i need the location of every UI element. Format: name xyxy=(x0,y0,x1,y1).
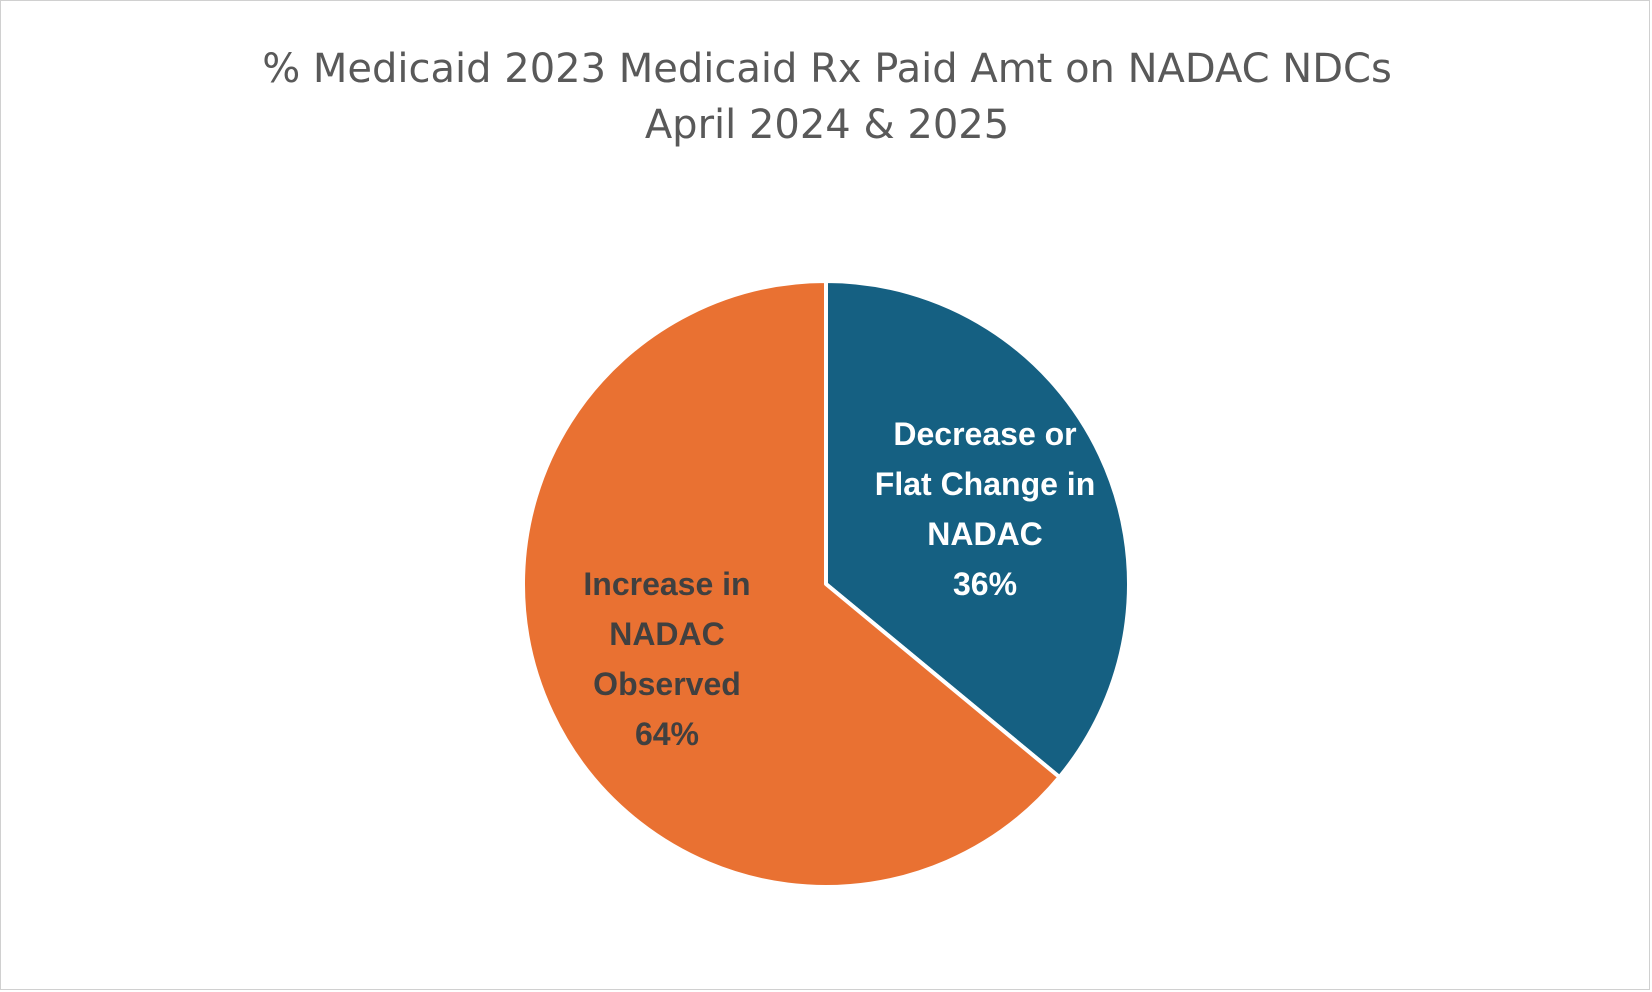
chart-title-line-1: % Medicaid 2023 Medicaid Rx Paid Amt on … xyxy=(262,46,1392,92)
slice-label-1: Decrease or Flat Change in NADAC 36% xyxy=(875,416,1095,602)
slice-label-line: NADAC xyxy=(609,616,725,652)
slice-label-line: NADAC xyxy=(927,516,1043,552)
chart-title-line-2: April 2024 & 2025 xyxy=(644,102,1010,148)
slice-value-label-2: 64% xyxy=(635,716,699,752)
chart-title: % Medicaid 2023 Medicaid Rx Paid Amt on … xyxy=(1,41,1652,153)
slice-label-line: Flat Change in xyxy=(875,466,1095,502)
pie-slice-1 xyxy=(824,279,1131,780)
slice-value-label-1: 36% xyxy=(953,566,1017,602)
slice-label-2: Increase in NADAC Observed 64% xyxy=(583,566,750,752)
slice-label-line: Increase in xyxy=(583,566,750,602)
slice-label-line: Observed xyxy=(593,666,741,702)
slice-label-line: Decrease or xyxy=(893,416,1076,452)
pie-slice-2 xyxy=(521,279,1062,889)
